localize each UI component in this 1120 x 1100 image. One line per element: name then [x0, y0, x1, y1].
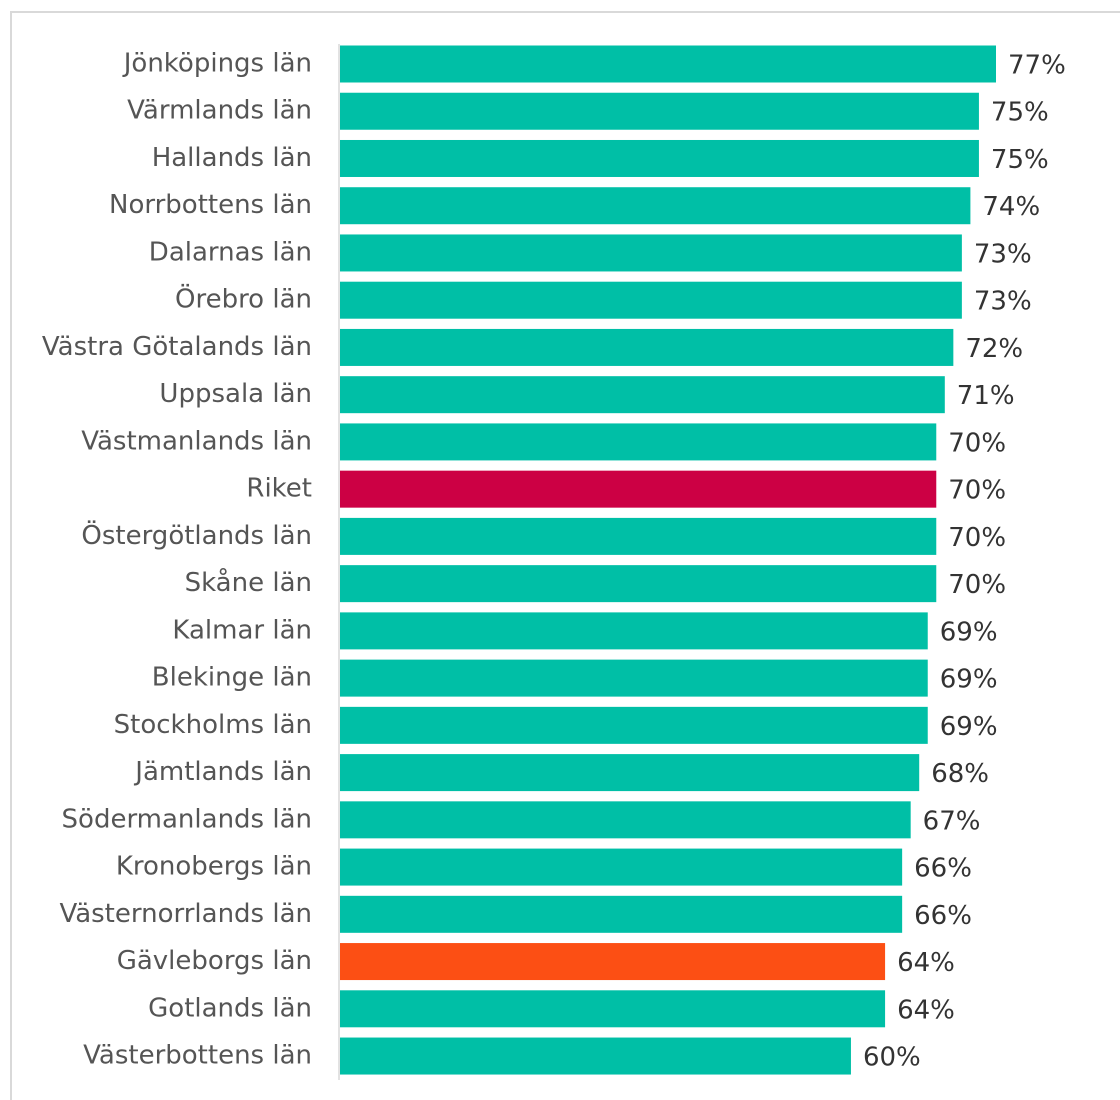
bar: [340, 234, 962, 272]
category-label: Västerbottens län: [83, 1041, 312, 1071]
category-label: Jönköpings län: [122, 49, 312, 79]
category-label: Kronobergs län: [116, 852, 312, 882]
category-label: Östergötlands län: [81, 519, 312, 551]
bar: [340, 895, 903, 933]
value-label: 70%: [948, 523, 1006, 553]
bar: [340, 328, 954, 366]
value-label: 77%: [1008, 51, 1066, 81]
frame: [10, 11, 1120, 1100]
value-label: 72%: [965, 334, 1023, 364]
bar: [340, 565, 937, 603]
bar: [340, 470, 937, 508]
category-label: Västra Götalands län: [42, 332, 312, 362]
category-label: Uppsala län: [159, 379, 312, 409]
value-label: 66%: [914, 901, 972, 931]
value-label: 68%: [931, 759, 989, 789]
value-label: 75%: [991, 145, 1049, 175]
bar: [340, 423, 937, 461]
value-label: 70%: [948, 428, 1006, 458]
bar: [340, 659, 928, 697]
bar: [340, 612, 928, 650]
value-label: 64%: [897, 995, 955, 1025]
category-label: Dalarnas län: [149, 237, 312, 267]
bar: [340, 990, 886, 1028]
value-label: 66%: [914, 854, 972, 884]
category-label: Gotlands län: [148, 993, 312, 1023]
category-label: Jämtlands län: [133, 757, 312, 787]
bar: [340, 187, 971, 225]
value-label: 74%: [982, 192, 1040, 222]
bar: [340, 45, 996, 83]
category-label: Riket: [246, 474, 312, 504]
category-label: Västmanlands län: [81, 426, 312, 456]
category-label: Örebro län: [175, 283, 312, 315]
category-label: Blekinge län: [152, 663, 312, 693]
bar: [340, 706, 928, 744]
bar: [340, 517, 937, 555]
value-label: 75%: [991, 98, 1049, 128]
value-label: 60%: [863, 1043, 921, 1073]
bar: [340, 1037, 851, 1075]
category-label: Kalmar län: [172, 615, 312, 645]
value-label: 70%: [948, 476, 1006, 506]
value-label: 73%: [974, 239, 1032, 269]
bar: [340, 139, 979, 177]
value-label: 69%: [940, 617, 998, 647]
value-label: 69%: [940, 665, 998, 695]
category-label: Norrbottens län: [109, 190, 312, 220]
category-label: Stockholms län: [114, 710, 312, 740]
bar: [340, 848, 903, 886]
bar: [340, 754, 920, 792]
value-label: 67%: [923, 806, 981, 836]
bar: [340, 801, 911, 839]
bar: [340, 376, 945, 414]
value-label: 69%: [940, 712, 998, 742]
category-label: Värmlands län: [127, 96, 312, 126]
value-label: 64%: [897, 948, 955, 978]
category-label: Gävleborgs län: [117, 946, 312, 976]
value-label: 71%: [957, 381, 1015, 411]
category-label: Södermanlands län: [62, 804, 312, 834]
value-label: 73%: [974, 287, 1032, 317]
value-label: 70%: [948, 570, 1006, 600]
category-label: Västernorrlands län: [59, 899, 312, 929]
category-label: Skåne län: [185, 567, 312, 598]
bar: [340, 92, 979, 130]
bar: [340, 281, 962, 319]
bar: [340, 943, 886, 981]
category-label: Hallands län: [152, 143, 312, 173]
